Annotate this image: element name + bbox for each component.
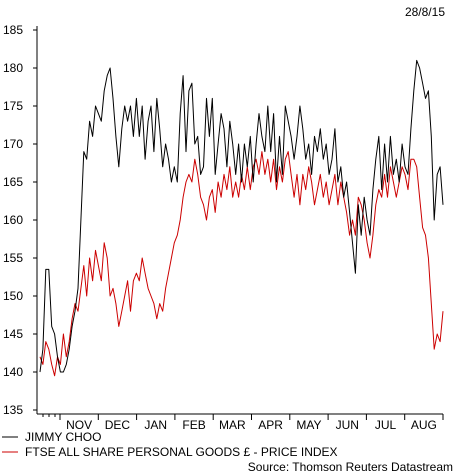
x-tick-label-feb: FEB — [182, 418, 205, 432]
x-tick-label-jul: JUL — [375, 418, 397, 432]
y-tick-label-140: 140 — [3, 365, 23, 379]
x-tick-label-mar: MAR — [219, 418, 246, 432]
legend: JIMMY CHOO FTSE ALL SHARE PERSONAL GOODS… — [2, 430, 338, 459]
y-tick-label-185: 185 — [3, 23, 23, 37]
x-tick-label-aug: AUG — [411, 418, 437, 432]
legend-label-ftse: FTSE ALL SHARE PERSONAL GOODS £ - PRICE … — [25, 445, 338, 459]
series-line-jimmy-choo — [39, 59, 444, 373]
chart-source: Source: Thomson Reuters Datastream — [248, 460, 453, 474]
x-tick-label-dec: DEC — [105, 418, 131, 432]
x-tick-label-nov: NOV — [66, 418, 92, 432]
series-lines — [39, 59, 444, 377]
x-tick-label-jan: JAN — [144, 418, 167, 432]
y-tick-label-180: 180 — [3, 61, 23, 75]
series-line-ftse-all-share-personal-goods-price-index — [39, 151, 444, 377]
y-tick-label-165: 165 — [3, 175, 23, 189]
legend-label-jimmy-choo: JIMMY CHOO — [25, 430, 101, 444]
y-tick-label-135: 135 — [3, 403, 23, 417]
y-tick-label-155: 155 — [3, 251, 23, 265]
y-tick-label-145: 145 — [3, 327, 23, 341]
x-tick-label-jun: JUN — [336, 418, 359, 432]
x-axis: NOV DEC JAN FEB MAR APR MAY JUN JUL AUG — [37, 413, 444, 432]
y-tick-label-160: 160 — [3, 213, 23, 227]
y-tick-label-170: 170 — [3, 137, 23, 151]
y-tick-label-150: 150 — [3, 289, 23, 303]
y-axis: 135 140 145 150 155 160 165 170 175 180 185 — [3, 23, 38, 417]
y-tick-label-175: 175 — [3, 99, 23, 113]
x-tick-label-apr: APR — [258, 418, 283, 432]
chart-date-label: 28/8/15 — [405, 5, 445, 19]
x-tick-label-may: MAY — [296, 418, 321, 432]
